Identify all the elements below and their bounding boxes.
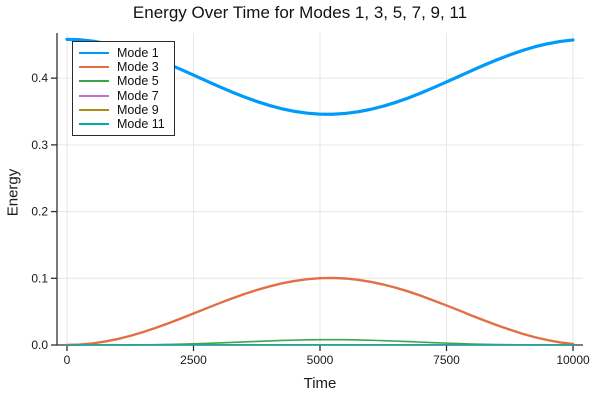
legend-item-mode-7: Mode 7: [79, 89, 165, 103]
x-tick-label: 5000: [307, 353, 334, 367]
legend-label: Mode 1: [117, 46, 159, 61]
legend-line-swatch: [79, 80, 109, 83]
y-tick-label: 0.1: [31, 271, 48, 285]
legend-line-swatch: [79, 66, 109, 69]
y-tick-label: 0.0: [31, 338, 48, 352]
legend-item-mode-3: Mode 3: [79, 60, 165, 74]
x-tick-label: 7500: [433, 353, 460, 367]
y-tick-label: 0.4: [31, 71, 48, 85]
y-tick-label: 0.2: [31, 205, 48, 219]
chart-title: Energy Over Time for Modes 1, 3, 5, 7, 9…: [132, 3, 468, 22]
legend-item-mode-1: Mode 1: [79, 46, 165, 60]
legend-item-mode-5: Mode 5: [79, 74, 165, 88]
y-tick-label: 0.3: [31, 138, 48, 152]
legend-line-swatch: [79, 94, 109, 97]
x-tick-label: 2500: [180, 353, 207, 367]
series-line-mode-3: [65, 276, 575, 347]
legend-label: Mode 5: [117, 74, 159, 89]
legend-label: Mode 3: [117, 60, 159, 75]
x-tick-label: 0: [64, 353, 71, 367]
legend-label: Mode 7: [117, 88, 159, 103]
x-tick-label: 10000: [556, 353, 590, 367]
x-axis-label: Time: [303, 375, 337, 392]
legend-line-swatch: [79, 123, 109, 126]
legend-item-mode-9: Mode 9: [79, 103, 165, 117]
legend-line-swatch: [79, 52, 109, 55]
legend-item-mode-11: Mode 11: [79, 117, 165, 131]
legend-line-swatch: [79, 108, 109, 111]
legend-label: Mode 9: [117, 102, 159, 117]
legend: Mode 1 Mode 3 Mode 5 Mode 7 Mode 9 Mode 11: [72, 41, 175, 137]
legend-label: Mode 11: [117, 117, 165, 132]
